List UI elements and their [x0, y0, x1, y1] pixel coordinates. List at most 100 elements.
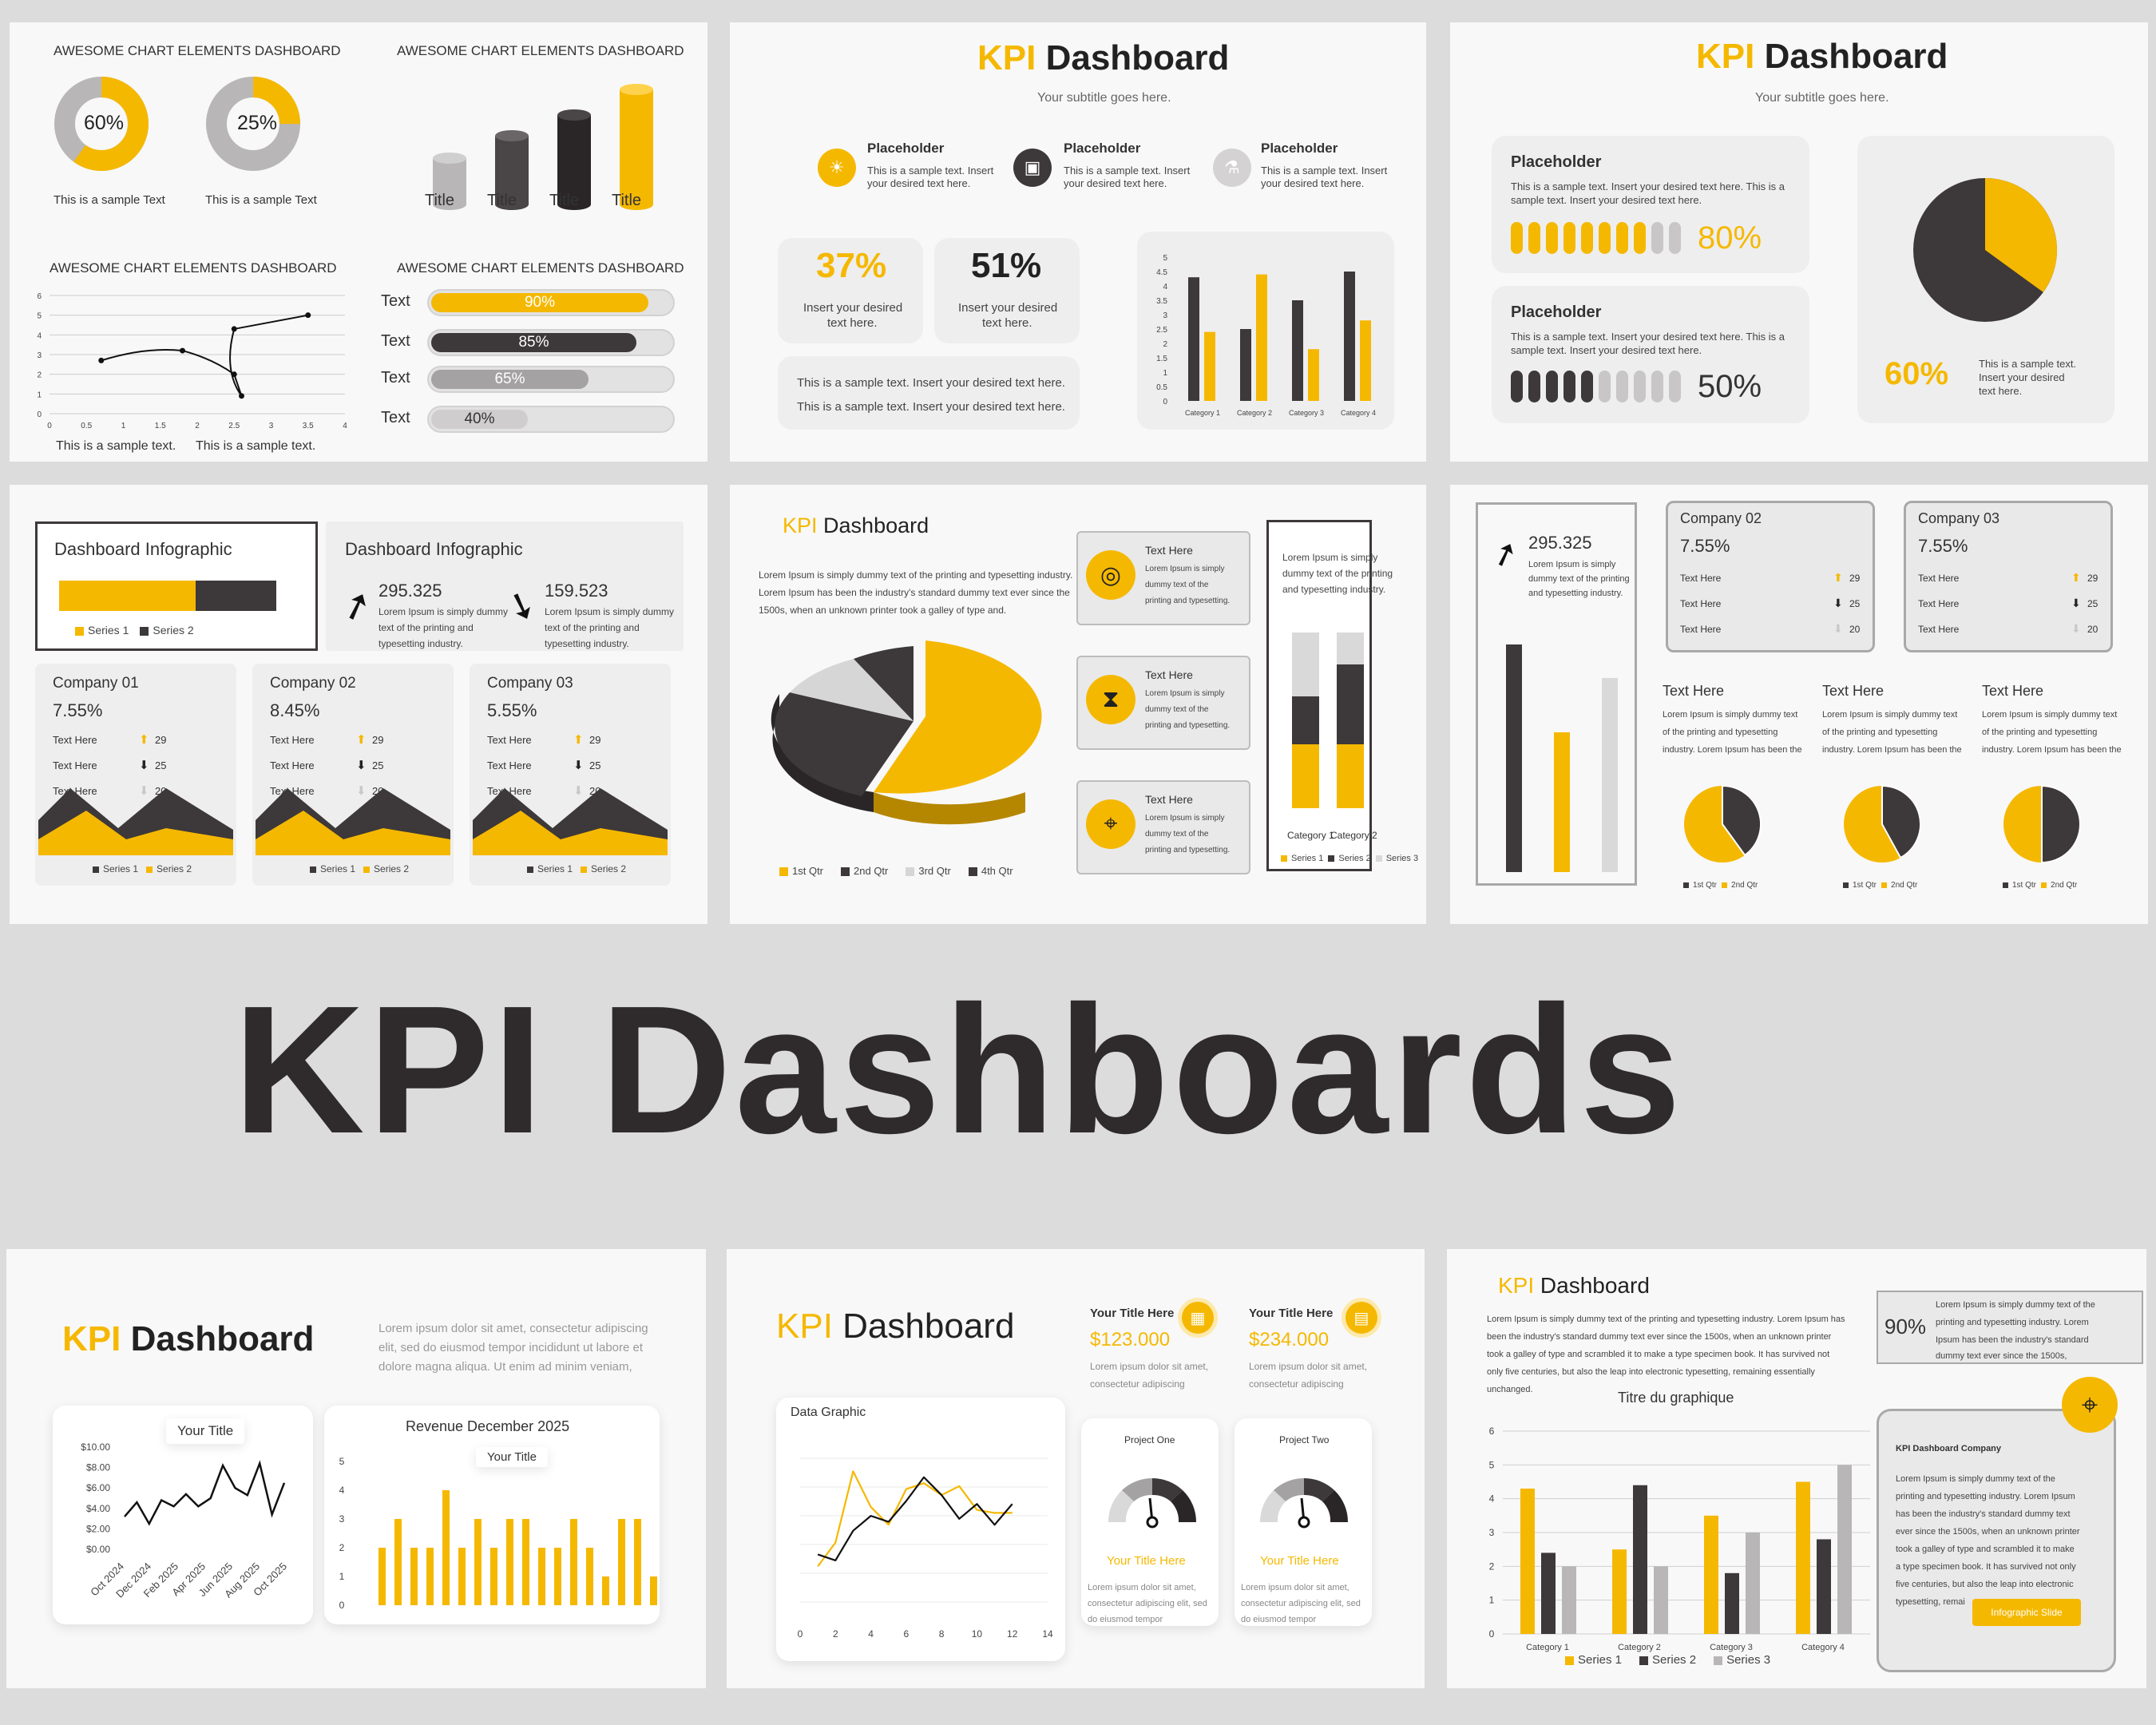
category-label: Category 3: [1289, 409, 1324, 417]
line-series: [101, 314, 308, 397]
column-title: Text Here: [1663, 683, 1725, 699]
body-text: been the industry's standard dummy text …: [1487, 1332, 1832, 1342]
legend-swatch: [2041, 882, 2047, 888]
bar-label: Text: [381, 369, 410, 387]
pie-legend: 1st Qtr 2nd Qtr 3rd Qtr 4th Qtr: [779, 865, 1013, 877]
x-tick: 6: [904, 1628, 910, 1640]
slide-subtitle: Your subtitle goes here.: [1037, 91, 1171, 105]
area-series-2: [38, 811, 233, 855]
arrow-down-icon: ⬇: [2071, 597, 2081, 609]
target-icon: ◎: [1086, 550, 1135, 600]
legend-item: Series 1: [1281, 854, 1323, 863]
bar: [378, 1548, 386, 1605]
infographic-title: Dashboard Infographic: [54, 539, 232, 559]
pie-slice-2nd: [775, 692, 914, 796]
stat-value: 51%: [971, 246, 1042, 285]
slide-kpi-dashboard-5[interactable]: KPI Dashboard Lorem Ipsum is simply dumm…: [730, 485, 1426, 924]
slide-chart-elements[interactable]: AWESOME CHART ELEMENTS DASHBOARD AWESOME…: [10, 22, 707, 462]
slide-kpi-dashboard-9[interactable]: KPI Dashboard Lorem Ipsum is simply dumm…: [1447, 1249, 2146, 1688]
microscope-icon: ⚗: [1213, 149, 1251, 187]
down-text: Lorem Ipsum is simply dummy: [545, 606, 675, 617]
card-value: $234.000: [1249, 1329, 1330, 1350]
line-chart: 6 5 4 3 2 1 00 0.5 1 1.5 2 2.5 3 3.5 4: [37, 292, 347, 430]
bar: [538, 1548, 545, 1605]
row-value: 25: [372, 759, 384, 771]
bar: [490, 1548, 497, 1605]
bar: [1654, 1566, 1668, 1634]
percent-text: dummy text ever since the 1500s,: [1936, 1351, 2067, 1361]
company-card: [1904, 501, 2113, 652]
category-label: Category 2: [1618, 1643, 1661, 1652]
bar: [1292, 300, 1303, 401]
slide-kpi-dashboard-7[interactable]: KPI Dashboard Lorem ipsum dolor sit amet…: [6, 1249, 706, 1688]
pie-slice-1st: [874, 640, 1042, 794]
donut-1-value: 60%: [84, 112, 125, 134]
category-label: Category 3: [1710, 1643, 1753, 1652]
slide-kpi-dashboard-3[interactable]: KPI Dashboard Your subtitle goes here. P…: [1450, 22, 2148, 462]
row-label: Text Here: [270, 734, 315, 746]
placeholder-text: sample text. Insert your desired text he…: [1511, 194, 1702, 206]
donut-chart-2: [206, 77, 300, 171]
pie-text: Insert your desired: [1979, 371, 2065, 383]
item-text: printing and typesetting.: [1145, 846, 1231, 855]
company-text: Lorem Ipsum is simply dummy text of the: [1896, 1474, 2055, 1484]
body-text: Lorem Ipsum is simply dummy text of the …: [759, 569, 1073, 581]
column-text: industry. Lorem Ipsum has been the: [1663, 745, 1802, 755]
line-series: [817, 1476, 1013, 1562]
data-point: [98, 357, 105, 363]
placeholder-text: This is a sample text. Insert: [867, 165, 994, 176]
legend-item: 1st Qtr: [1843, 881, 1877, 890]
calendar-icon[interactable]: ▤: [1346, 1302, 1377, 1334]
progress-bar: 40%: [427, 406, 675, 433]
stat-value: 37%: [816, 246, 887, 285]
y-tick: 1: [37, 391, 42, 399]
meter-value: 50%: [1698, 369, 1762, 404]
pie-slice: [1881, 784, 1921, 859]
category-label: Category 1: [1185, 409, 1220, 417]
bar: [442, 1490, 450, 1605]
body-text: unchanged.: [1487, 1385, 1533, 1394]
gauge-title: Project Two: [1279, 1434, 1330, 1445]
legend-item: 2nd Qtr: [1881, 881, 1917, 890]
legend: Series 1 Series 2: [75, 624, 194, 636]
pie-slice: [1985, 178, 2057, 292]
building-icon[interactable]: ▦: [1182, 1302, 1214, 1334]
bar: [1633, 1485, 1647, 1634]
category-label: Category 4: [1801, 1643, 1845, 1652]
donut-1-caption: This is a sample Text: [54, 193, 165, 207]
meter-pill: [1669, 371, 1681, 402]
bar: [1541, 1552, 1556, 1634]
bar: [1188, 277, 1199, 401]
slide-kpi-dashboard-6[interactable]: ➚ 295.325 Lorem Ipsum is simply dummy te…: [1450, 485, 2148, 924]
row-value: 29: [155, 734, 167, 746]
row-value: 29: [589, 734, 601, 746]
infographic-button[interactable]: Infographic Slide: [1972, 1599, 2081, 1626]
progress-bar: 85%: [427, 329, 675, 356]
arrow-up-icon: ⬆: [356, 733, 367, 747]
progress-fill: 40%: [431, 410, 528, 429]
legend-swatch: [1881, 882, 1888, 888]
bar: [506, 1519, 513, 1605]
legend-swatch: [363, 866, 371, 873]
row-label: Text Here: [270, 759, 315, 771]
company-name: Company 03: [1918, 510, 2000, 526]
slide-kpi-dashboard-2[interactable]: KPI Dashboard Your subtitle goes here. ☀…: [730, 22, 1426, 462]
donut-chart-1: [54, 77, 149, 171]
item-text: Lorem Ipsum is simply: [1145, 565, 1225, 573]
y-tick: 5: [1163, 254, 1167, 263]
x-tick: 4: [868, 1628, 874, 1640]
slide-dashboard-infographic[interactable]: Dashboard Infographic Series 1 Series 2 …: [10, 485, 707, 924]
slide-title: KPI Dashboard: [62, 1319, 315, 1358]
slide-kpi-dashboard-8[interactable]: KPI Dashboard Your Title Here ▦ $123.000…: [727, 1249, 1425, 1688]
item-text: dummy text of the: [1145, 581, 1209, 589]
row-value: 25: [1849, 598, 1861, 609]
legend-item: 1st Qtr: [1683, 881, 1717, 890]
gauge-text: do eiusmod tempor: [1088, 1615, 1163, 1624]
pill-meter: [1511, 222, 1686, 256]
y-tick: 0: [1163, 398, 1167, 406]
item-title: Text Here: [1145, 544, 1193, 557]
y-tick: 4: [339, 1485, 345, 1496]
chart-title: Data Graphic: [791, 1406, 866, 1419]
y-tick: 5: [339, 1456, 345, 1467]
meter-pill: [1546, 222, 1558, 254]
